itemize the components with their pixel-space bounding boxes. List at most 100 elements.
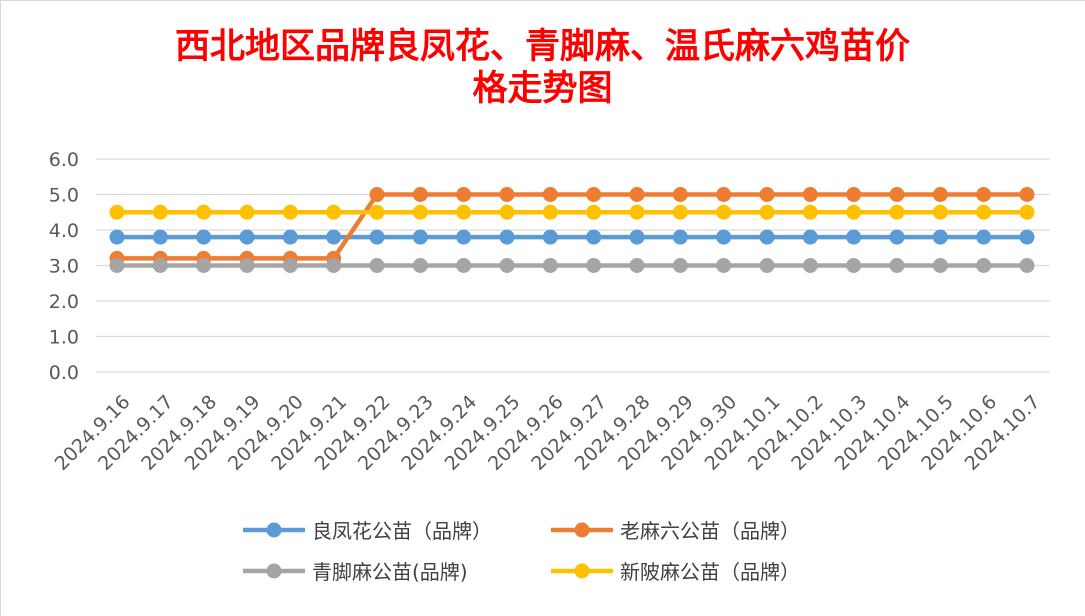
data-point (586, 187, 602, 202)
data-point (369, 258, 385, 273)
data-point (369, 229, 385, 245)
y-axis-ticks: 0.0 1.0 2.0 3.0 4.0 5.0 6.0 (49, 149, 79, 384)
data-point (976, 204, 992, 220)
data-point (109, 204, 125, 220)
data-point (932, 204, 948, 220)
data-point (196, 258, 212, 273)
data-point (109, 258, 125, 273)
data-point (672, 258, 688, 273)
chart-title-line-1: 西北地区品牌良凤花、青脚麻、温氏麻六鸡苗价 (174, 26, 910, 67)
legend-swatch-marker (266, 563, 282, 579)
data-point (1019, 258, 1035, 273)
data-point (196, 229, 212, 245)
data-point (499, 187, 515, 202)
legend-label: 良凤花公苗（品牌） (312, 519, 492, 543)
data-point (152, 204, 168, 220)
y-tick-label: 6.0 (49, 149, 79, 171)
data-point (542, 187, 558, 202)
data-point (152, 258, 168, 273)
data-point (672, 204, 688, 220)
data-point (802, 204, 818, 220)
data-point (369, 204, 385, 220)
data-point (499, 204, 515, 220)
data-point (282, 229, 298, 245)
data-point (976, 229, 992, 245)
data-point (759, 229, 775, 245)
data-point (629, 204, 645, 220)
legend: 良凤花公苗（品牌） 老麻六公苗（品牌） 青脚麻公苗(品牌) 新陂麻公苗（品牌） (243, 519, 800, 584)
data-point (239, 258, 255, 273)
data-point (499, 258, 515, 273)
data-point (412, 204, 428, 220)
y-tick-label: 2.0 (49, 291, 79, 313)
legend-item: 老麻六公苗（品牌） (551, 519, 800, 543)
data-point (629, 258, 645, 273)
data-point (889, 229, 905, 245)
data-point (802, 229, 818, 245)
data-point (542, 204, 558, 220)
legend-label: 青脚麻公苗(品牌) (312, 560, 468, 584)
series-line (117, 192, 1027, 261)
data-point (456, 258, 472, 273)
data-point (152, 229, 168, 245)
legend-item: 新陂麻公苗（品牌） (551, 560, 800, 584)
data-point (629, 187, 645, 202)
y-tick-label: 1.0 (49, 327, 79, 349)
data-point (716, 258, 732, 273)
data-point (672, 229, 688, 245)
series-group (109, 187, 1035, 273)
data-point (326, 258, 342, 273)
chart-title: 西北地区品牌良凤花、青脚麻、温氏麻六鸡苗价 格走势图 (0, 26, 1085, 110)
legend-item: 良凤花公苗（品牌） (243, 519, 492, 543)
legend-item: 青脚麻公苗(品牌) (243, 560, 468, 584)
data-point (932, 258, 948, 273)
data-point (759, 187, 775, 202)
data-point (542, 258, 558, 273)
data-point (282, 258, 298, 273)
data-point (976, 187, 992, 202)
legend-label: 新陂麻公苗（品牌） (620, 560, 800, 584)
data-point (932, 187, 948, 202)
data-point (846, 204, 862, 220)
data-point (976, 258, 992, 273)
series-3 (109, 204, 1035, 220)
data-point (716, 187, 732, 202)
data-point (586, 229, 602, 245)
data-point (716, 229, 732, 245)
series-1 (109, 187, 1035, 266)
data-point (239, 229, 255, 245)
data-point (889, 187, 905, 202)
y-tick-label: 5.0 (49, 185, 79, 207)
x-axis-ticks: 2024.9.162024.9.172024.9.182024.9.192024… (51, 391, 1045, 475)
series-0 (109, 229, 1035, 245)
data-point (802, 258, 818, 273)
data-point (672, 187, 688, 202)
data-point (759, 258, 775, 273)
data-point (846, 258, 862, 273)
data-point (1019, 187, 1035, 202)
data-point (412, 229, 428, 245)
data-point (109, 229, 125, 245)
data-point (456, 187, 472, 202)
data-point (499, 229, 515, 245)
data-point (456, 229, 472, 245)
data-point (412, 258, 428, 273)
chart-title-line-2: 格走势图 (472, 68, 613, 109)
legend-swatch-marker (574, 563, 590, 579)
data-point (586, 258, 602, 273)
data-point (326, 229, 342, 245)
legend-label: 老麻六公苗（品牌） (620, 519, 800, 543)
data-point (586, 204, 602, 220)
series-2 (109, 258, 1035, 273)
data-point (889, 258, 905, 273)
data-point (326, 204, 342, 220)
data-point (196, 204, 212, 220)
data-point (846, 187, 862, 202)
data-point (282, 204, 298, 220)
data-point (889, 204, 905, 220)
data-point (369, 187, 385, 202)
data-point (1019, 229, 1035, 245)
data-point (759, 204, 775, 220)
